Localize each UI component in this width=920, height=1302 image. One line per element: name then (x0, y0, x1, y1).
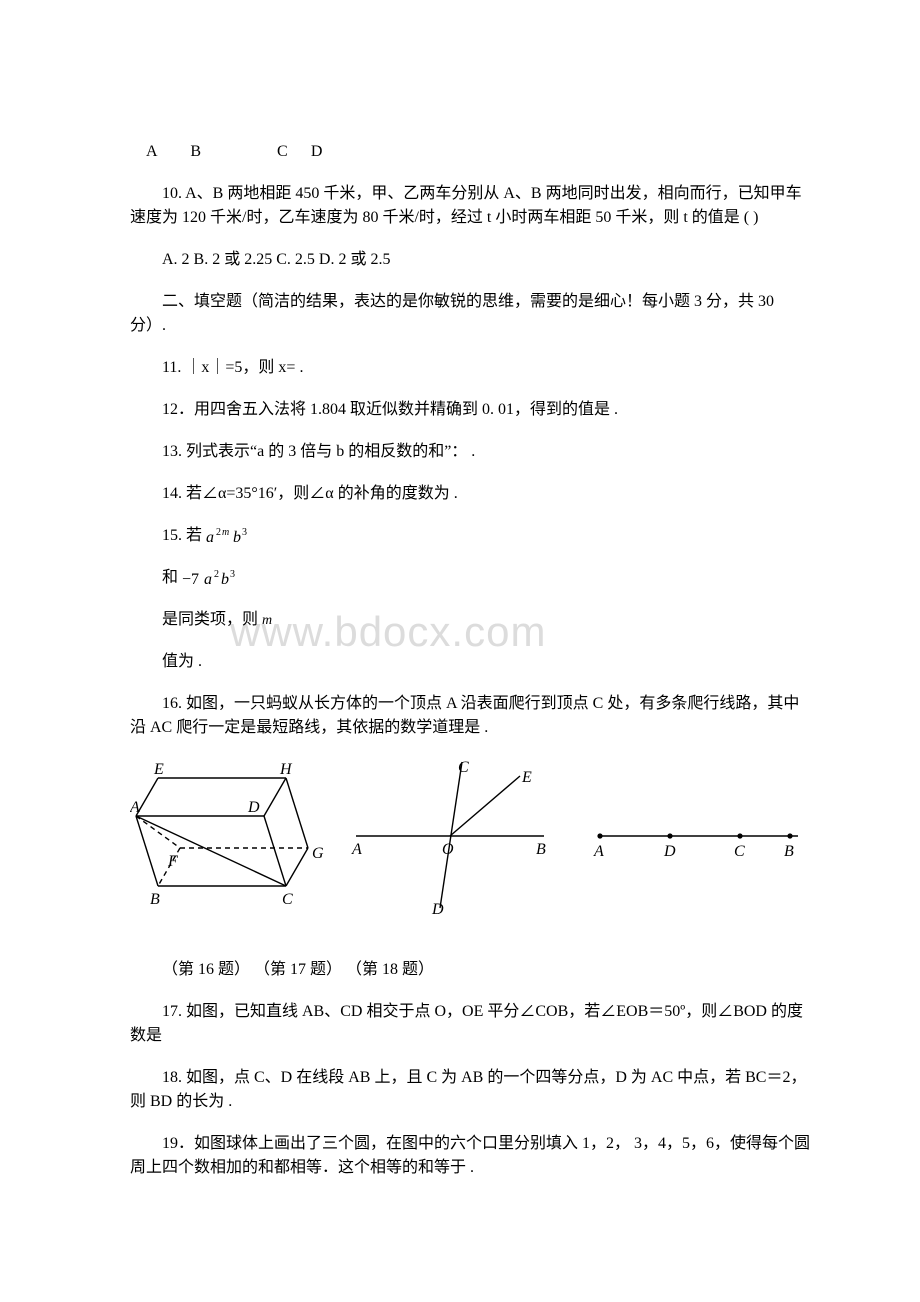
figure-caption: （第 16 题） （第 17 题） （第 18 题） (130, 958, 810, 982)
q16-text: 16. 如图，一只蚂蚁从长方体的一个顶点 A 沿表面爬行到顶点 C 处，有多条爬… (130, 692, 810, 740)
svg-text:C: C (734, 843, 745, 860)
svg-text:2: 2 (216, 527, 221, 538)
q15-line2-prefix: 和 (162, 569, 178, 586)
q15-line2: 和 −7 a 2 b 3 (130, 566, 810, 590)
q17-text: 17. 如图，已知直线 AB、CD 相交于点 O，OE 平分∠COB，若∠EOB… (130, 1000, 810, 1048)
fig16-cuboid: A B C D E F G H (130, 758, 330, 918)
q10-choices: A. 2 B. 2 或 2.25 C. 2.5 D. 2 或 2.5 (130, 248, 810, 272)
svg-text:C: C (458, 759, 469, 776)
svg-text:b: b (233, 529, 241, 546)
svg-text:2: 2 (214, 569, 219, 580)
svg-text:E: E (153, 761, 164, 778)
q9-options-row: A B C D (130, 140, 810, 164)
svg-text:B: B (150, 891, 160, 908)
expr-m-icon: m (262, 612, 278, 628)
section2-heading: 二、填空题（简洁的结果，表达的是你敏锐的思维，需要的是细心！每小题 3 分，共 … (130, 290, 810, 338)
svg-text:D: D (663, 843, 676, 860)
svg-text:D: D (431, 901, 444, 918)
q15-line1: 15. 若 a 2 m b 3 (130, 524, 810, 548)
svg-text:m: m (262, 613, 272, 628)
fig18-segment: A D C B (590, 758, 810, 918)
svg-text:C: C (282, 891, 293, 908)
q14-text: 14. 若∠α=35°16′，则∠α 的补角的度数为 . (130, 482, 810, 506)
svg-text:G: G (312, 845, 324, 862)
svg-text:A: A (351, 841, 362, 858)
svg-text:A: A (593, 843, 604, 860)
svg-text:B: B (784, 843, 794, 860)
svg-text:b: b (221, 571, 229, 588)
svg-text:B: B (536, 841, 546, 858)
q18-text: 18. 如图，点 C、D 在线段 AB 上，且 C 为 AB 的一个四等分点，D… (130, 1066, 810, 1114)
q13-text: 13. 列式表示“a 的 3 倍与 b 的相反数的和”： . (130, 440, 810, 464)
fig17-lines: A B C D E O (350, 758, 560, 918)
opt-b: B (190, 143, 201, 160)
q15-line1-prefix: 15. 若 (162, 527, 202, 544)
expr-a2m-b3-icon: a 2 m b 3 (206, 525, 254, 547)
svg-text:E: E (521, 769, 532, 786)
svg-text:D: D (247, 799, 260, 816)
svg-text:a: a (206, 529, 214, 546)
opt-a: A (146, 143, 158, 160)
q15-line4: 值为 . (130, 650, 810, 674)
svg-text:3: 3 (242, 527, 247, 538)
figures-row: A B C D E F G H (130, 758, 810, 928)
svg-text:−7: −7 (182, 571, 199, 588)
expr-neg7a2b3-icon: −7 a 2 b 3 (182, 567, 244, 589)
svg-text:O: O (442, 841, 454, 858)
opt-d: D (311, 143, 323, 160)
q15-line3: 是同类项，则 m (130, 608, 810, 632)
svg-text:a: a (204, 571, 212, 588)
svg-text:H: H (279, 761, 293, 778)
q15-line3-prefix: 是同类项，则 (162, 611, 258, 628)
svg-text:A: A (130, 799, 140, 816)
svg-text:3: 3 (230, 569, 235, 580)
q12-text: 12．用四舍五入法将 1.804 取近似数并精确到 0. 01，得到的值是 . (130, 398, 810, 422)
q19-text: 19．如图球体上画出了三个圆，在图中的六个口里分别填入 1，2， 3，4，5，6… (130, 1132, 810, 1180)
svg-text:F: F (167, 853, 178, 870)
q11-text: 11. ｜x｜=5，则 x= . (130, 356, 810, 380)
svg-text:m: m (222, 527, 229, 538)
q10-text: 10. A、B 两地相距 450 千米，甲、乙两车分别从 A、B 两地同时出发，… (130, 182, 810, 230)
opt-c: C (277, 143, 288, 160)
